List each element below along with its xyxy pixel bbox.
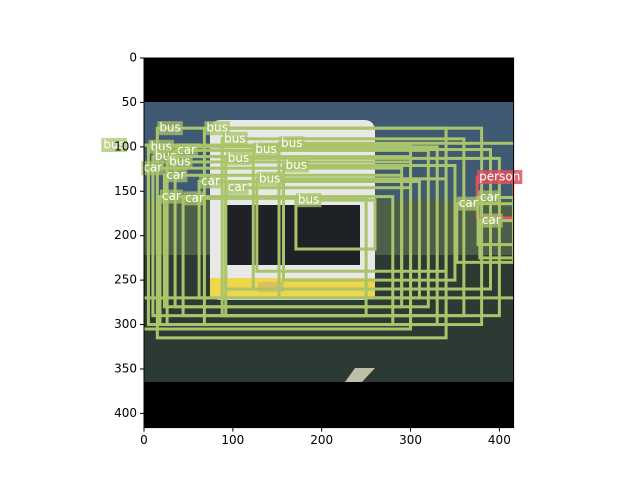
detection-label: bus	[285, 158, 306, 172]
y-tick-label: 200	[114, 228, 137, 242]
detection-label: car	[480, 190, 499, 204]
detection-label: car	[482, 213, 501, 227]
detection-box	[162, 173, 404, 309]
label-bg	[478, 190, 501, 205]
label-bg	[101, 138, 127, 153]
detection-box	[255, 177, 448, 273]
label-bg	[175, 143, 198, 158]
y-tick-label: 0	[129, 51, 137, 65]
x-tick-label: 100	[221, 433, 244, 447]
detection-label: car	[459, 196, 478, 210]
y-tick-label: 250	[114, 273, 137, 287]
detection-label: car	[201, 174, 220, 188]
label-bg	[183, 191, 206, 206]
y-tick-label: 400	[114, 406, 137, 420]
detection-label: bus	[259, 171, 280, 185]
detection-label: bus	[169, 154, 190, 168]
detection-box	[224, 186, 413, 291]
label-bg	[157, 121, 183, 136]
label-bg	[225, 180, 249, 195]
label-bg	[164, 168, 188, 183]
label-bg	[141, 161, 165, 176]
detection-label: bus	[255, 142, 276, 156]
label-bg	[159, 189, 183, 204]
x-tick-label: 0	[140, 433, 148, 447]
label-bg	[253, 142, 279, 157]
detection-label: car	[185, 191, 204, 205]
detection-label: bus	[224, 131, 245, 145]
x-tick-label: 200	[310, 433, 333, 447]
label-bg	[225, 151, 252, 166]
detection-box	[158, 195, 395, 327]
label-bg	[479, 213, 503, 228]
label-bg	[167, 154, 193, 169]
label-bg	[199, 174, 222, 189]
detection-box	[281, 164, 457, 282]
detection-label: car	[162, 189, 181, 203]
label-bg	[295, 193, 322, 208]
detection-label: bus	[206, 121, 227, 135]
label-bg	[256, 171, 283, 186]
y-tick-label: 50	[122, 95, 137, 109]
detection-label: bus	[103, 138, 124, 152]
detection-label: person	[479, 170, 520, 184]
detection-label: bus	[228, 151, 249, 165]
label-bg	[477, 170, 523, 185]
x-tick-label: 400	[488, 433, 511, 447]
detection-label: bus	[298, 193, 319, 207]
detection-box	[181, 196, 368, 318]
detection-label: bus	[281, 136, 302, 150]
y-tick-label: 350	[114, 361, 137, 375]
detection-box	[197, 179, 421, 300]
y-tick-label: 150	[114, 184, 137, 198]
x-tick-label: 300	[399, 433, 422, 447]
label-bg	[279, 136, 305, 151]
label-bg	[204, 121, 230, 136]
y-tick-label: 100	[114, 139, 137, 153]
detection-label: bus	[159, 121, 180, 135]
y-tick-label: 300	[114, 317, 137, 331]
detection-label: car	[166, 168, 185, 182]
detection-box	[294, 198, 377, 251]
label-bg	[456, 196, 480, 211]
axes-frame	[143, 57, 515, 429]
detection-label: car	[143, 161, 162, 175]
detection-label: car	[177, 143, 196, 157]
detection-label: car	[228, 180, 247, 194]
label-bg	[283, 158, 309, 173]
label-bg	[222, 131, 248, 146]
